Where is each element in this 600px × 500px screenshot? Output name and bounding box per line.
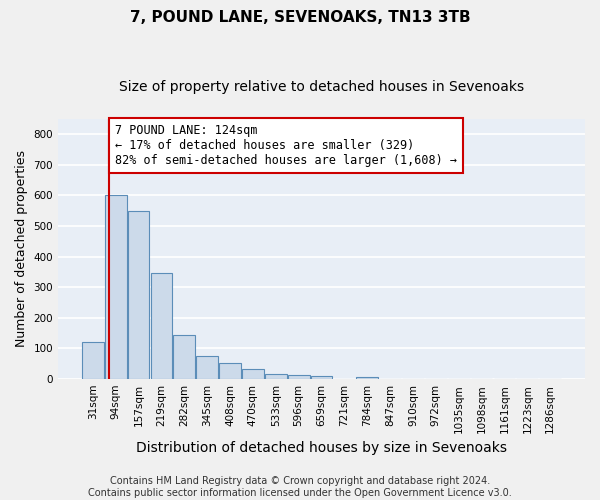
Text: 7, POUND LANE, SEVENOAKS, TN13 3TB: 7, POUND LANE, SEVENOAKS, TN13 3TB	[130, 10, 470, 25]
Bar	[265, 374, 287, 379]
Bar	[173, 336, 195, 379]
Bar	[288, 376, 310, 379]
Bar	[196, 356, 218, 379]
X-axis label: Distribution of detached houses by size in Sevenoaks: Distribution of detached houses by size …	[136, 441, 507, 455]
Bar	[151, 274, 172, 379]
Bar	[356, 377, 378, 379]
Text: 7 POUND LANE: 124sqm
← 17% of detached houses are smaller (329)
82% of semi-deta: 7 POUND LANE: 124sqm ← 17% of detached h…	[115, 124, 457, 167]
Bar	[219, 363, 241, 379]
Bar	[105, 196, 127, 379]
Bar	[311, 376, 332, 379]
Bar	[128, 210, 149, 379]
Text: Contains HM Land Registry data © Crown copyright and database right 2024.
Contai: Contains HM Land Registry data © Crown c…	[88, 476, 512, 498]
Y-axis label: Number of detached properties: Number of detached properties	[15, 150, 28, 348]
Title: Size of property relative to detached houses in Sevenoaks: Size of property relative to detached ho…	[119, 80, 524, 94]
Bar	[82, 342, 104, 379]
Bar	[242, 370, 264, 379]
